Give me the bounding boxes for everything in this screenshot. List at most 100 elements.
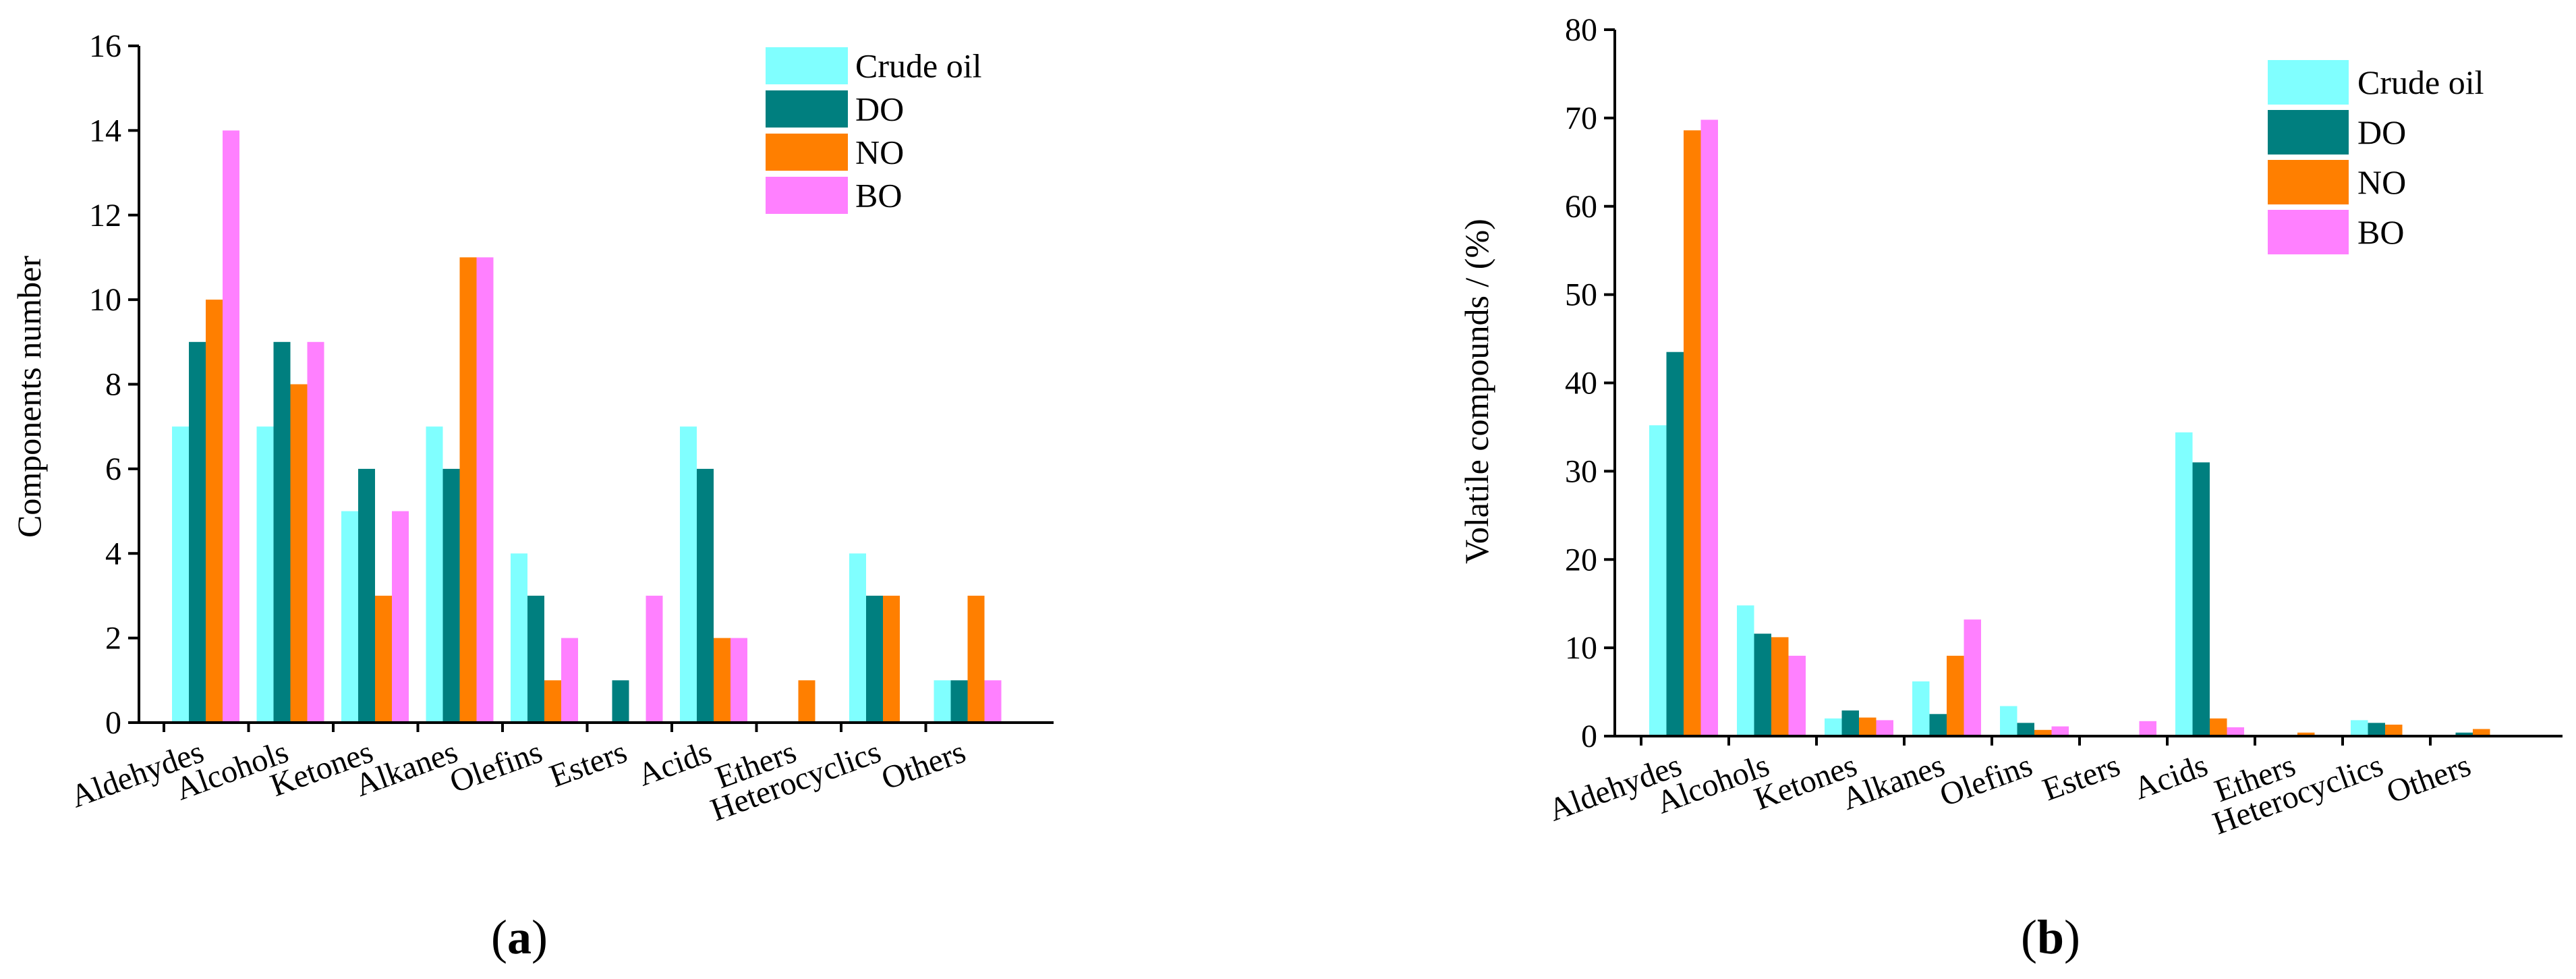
panel-a-bars: [172, 130, 1002, 723]
panel-a-bar-others-bo: [984, 680, 1002, 723]
panel-b-bar-acids-no: [2210, 718, 2227, 736]
panel-a-y-axis-title: Components number: [10, 256, 48, 538]
panel-b-y-tick-label: 0: [1581, 719, 1597, 754]
panel-a-legend-label-do: DO: [855, 90, 904, 128]
panel-a-bar-olefins-bo: [561, 638, 578, 723]
panel-b-bar-olefins-crude-oil: [2000, 706, 2017, 736]
panel-a-bar-acids-crude-oil: [680, 426, 697, 723]
panel-a-bar-others-crude-oil: [934, 680, 951, 723]
panel-a-bar-others-do: [950, 680, 968, 723]
panel-a-category-label-esters: Esters: [545, 734, 631, 795]
panel-a-bar-alcohols-no: [290, 384, 308, 723]
panel-a-y-tick-label: 8: [105, 367, 121, 403]
panel-a-bar-ketones-no: [375, 595, 392, 723]
panel-a-bar-olefins-no: [544, 680, 561, 723]
panel-a-bar-ketones-crude-oil: [341, 511, 358, 723]
panel-b-legend-swatch-no: [2268, 160, 2349, 204]
panel-b-bar-ethers-no: [2297, 732, 2315, 736]
panel-a-bar-alcohols-bo: [307, 341, 324, 723]
panel-b-bar-alcohols-do: [1754, 634, 1771, 736]
panel-b-bar-olefins-do: [2017, 723, 2034, 736]
panel-b-bar-ketones-bo: [1876, 720, 1893, 736]
panel-b-category-label-others: Others: [2382, 748, 2475, 811]
panel-b-bar-ketones-no: [1859, 717, 1877, 736]
panel-a-bar-olefins-do: [527, 595, 544, 723]
panel-a-y-tick-label: 4: [105, 536, 121, 571]
panel-b-legend-label-crude-oil: Crude oil: [2357, 63, 2484, 101]
panel-a-legend-swatch-do: [766, 90, 848, 128]
panel-a-category-label-acids: Acids: [633, 734, 716, 793]
panel-b-y-tick-label: 70: [1565, 101, 1597, 136]
panel-a-bar-ketones-bo: [392, 511, 409, 723]
panel-a-legend-label-no: NO: [855, 134, 904, 171]
panel-b-bar-olefins-no: [2034, 729, 2052, 736]
panel-b-category-label-olefins: Olefins: [1935, 748, 2037, 814]
panel-b-legend-label-bo: BO: [2357, 213, 2404, 251]
panel-b-bar-alkanes-do: [1929, 714, 1947, 736]
panel-b-legend: Crude oil DO NO BO: [2268, 60, 2484, 254]
panel-b-bar-acids-do: [2192, 462, 2210, 736]
panel-b-bar-alcohols-bo: [1788, 655, 1806, 736]
panel-b-y-tick-label: 20: [1565, 542, 1597, 578]
panel-a-bar-aldehydes-bo: [223, 130, 239, 723]
panel-b-bar-ketones-do: [1841, 710, 1859, 736]
panel-b-category-label-esters: Esters: [2038, 748, 2124, 808]
panel-a-legend-label-bo: BO: [855, 177, 902, 215]
panel-a-bar-heterocyclics-do: [866, 595, 883, 723]
panel-b-legend-label-no: NO: [2357, 163, 2406, 201]
panel-a-bar-alkanes-bo: [476, 257, 494, 723]
panel-a-legend-swatch-crude-oil: [766, 47, 848, 84]
panel-a-y-tick-label: 10: [89, 282, 121, 318]
panel-b-bar-aldehydes-no: [1684, 130, 1701, 736]
panel-a-bar-others-no: [967, 595, 985, 723]
panel-b-bar-acids-bo: [2227, 727, 2244, 736]
panel-b-y-tick-label: 10: [1565, 630, 1597, 666]
panel-b-legend-swatch-do: [2268, 110, 2349, 155]
panel-a-y-ticks: 0 2 4 6 8 10 12 14 16: [89, 28, 139, 741]
panel-a-bar-esters-bo: [646, 595, 663, 723]
panel-b-bar-heterocyclics-crude-oil: [2351, 720, 2368, 736]
panel-a-bar-olefins-crude-oil: [511, 553, 527, 723]
panel-a-category-label-olefins: Olefins: [445, 734, 547, 800]
panel-b-bar-others-do: [2455, 732, 2473, 736]
panel-a-y-tick-label: 14: [89, 113, 121, 148]
panel-b-bar-acids-crude-oil: [2175, 432, 2193, 736]
panel-b-bar-heterocyclics-do: [2368, 723, 2385, 736]
panel-b-y-ticks: 0 10 20 30 40 50 60 70 80: [1565, 12, 1615, 754]
panel-b-bar-olefins-bo: [2051, 726, 2069, 736]
panel-a-legend-swatch-bo: [766, 177, 848, 214]
panel-a-bar-alcohols-do: [273, 341, 291, 723]
panel-a-bar-aldehydes-crude-oil: [172, 426, 189, 723]
panel-b-y-axis-title: Volatile compounds / (%): [1458, 219, 1495, 564]
panel-b-bar-alkanes-bo: [1964, 619, 1981, 736]
panel-b-legend-swatch-bo: [2268, 210, 2349, 254]
panel-b-bar-alkanes-crude-oil: [1912, 681, 1930, 736]
panel-a-x-ticks: AldehydesAlcoholsKetonesAlkanesOlefinsEs…: [66, 723, 970, 829]
panel-b-bar-ketones-crude-oil: [1825, 718, 1842, 736]
panel-b-bars: [1649, 119, 2490, 736]
panel-a-chart: Components number 0 2 4 6 8 10 12 14 16 Aldehyde…: [10, 28, 1054, 964]
panel-b-category-label-acids: Acids: [2129, 748, 2212, 807]
panel-b-bar-alcohols-no: [1771, 637, 1789, 736]
panel-a-bar-alkanes-crude-oil: [426, 426, 443, 723]
panel-b-y-tick-label: 60: [1565, 189, 1597, 225]
panel-b-y-tick-label: 30: [1565, 453, 1597, 489]
panel-a-category-label-others: Others: [877, 734, 970, 798]
panel-a-bar-alkanes-no: [459, 257, 477, 723]
panel-b-y-tick-label: 80: [1565, 12, 1597, 48]
panel-a-y-tick-label: 12: [89, 198, 121, 233]
panel-b-bar-aldehydes-bo: [1700, 119, 1718, 736]
panel-b-bar-aldehydes-do: [1666, 352, 1684, 736]
panel-b-letter: b: [2037, 910, 2064, 964]
panel-b-y-tick-label: 50: [1565, 277, 1597, 313]
panel-b-category-label-alkanes: Alkanes: [1837, 748, 1949, 818]
panel-a-y-tick-label: 16: [89, 28, 121, 64]
panel-a-label: (a): [491, 910, 548, 964]
panel-b-bar-aldehydes-crude-oil: [1649, 425, 1667, 736]
panel-a-bar-heterocyclics-crude-oil: [849, 553, 866, 723]
panel-b-bar-alcohols-crude-oil: [1737, 605, 1754, 736]
panel-b-label: (b): [2021, 910, 2080, 964]
panel-a-legend-label-crude-oil: Crude oil: [855, 47, 981, 85]
